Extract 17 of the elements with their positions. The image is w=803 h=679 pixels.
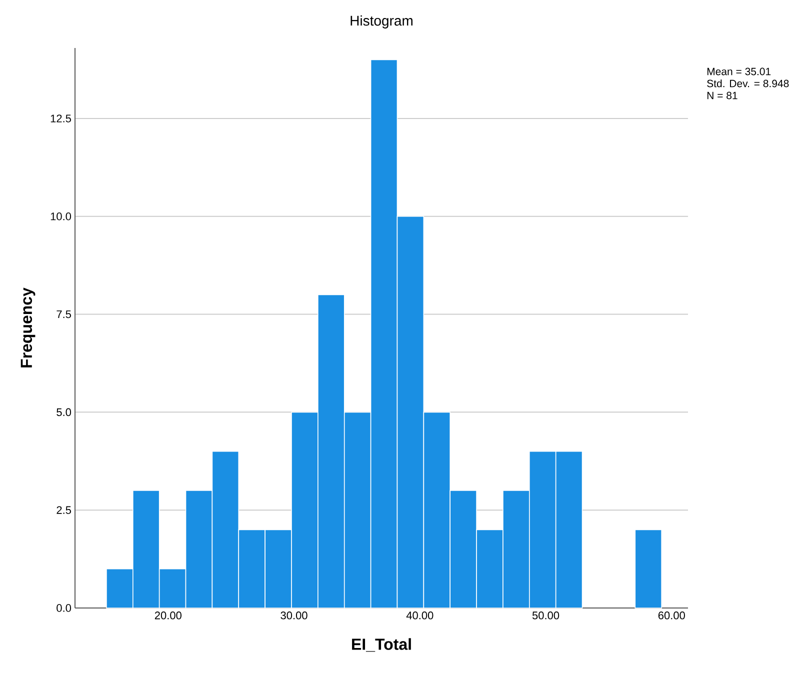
x-axis-title: EI_Total	[352, 638, 411, 652]
x-tick-label: 60.00	[658, 612, 685, 620]
y-tick-label: 10.0	[50, 212, 72, 220]
x-tick-label: 20.00	[154, 612, 182, 620]
text: Mean = 35.01	[707, 68, 771, 76]
chart-title: Histogram	[350, 15, 412, 28]
y-tick-label: 0.0	[56, 604, 72, 612]
text: Std. Dev. = 8.948	[707, 80, 789, 88]
text: N = 81	[707, 92, 738, 100]
x-tick-label: 30.00	[280, 612, 308, 620]
y-tick-label: 7.5	[56, 310, 71, 318]
y-tick-label: 5.0	[56, 408, 72, 416]
x-tick-label: 40.00	[406, 612, 434, 620]
y-tick-label: 12.5	[50, 114, 71, 122]
x-tick-label: 50.00	[532, 612, 560, 620]
y-tick-label: 2.5	[56, 506, 71, 514]
y-axis-title: Frequency	[20, 288, 36, 368]
